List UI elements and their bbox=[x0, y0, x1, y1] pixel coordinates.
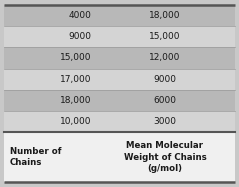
Bar bbox=[4, 111, 235, 132]
Bar bbox=[4, 5, 235, 26]
Text: 18,000: 18,000 bbox=[60, 96, 91, 105]
Bar bbox=[4, 26, 235, 47]
Text: 10,000: 10,000 bbox=[60, 117, 91, 126]
Text: 15,000: 15,000 bbox=[60, 53, 91, 62]
Bar bbox=[4, 47, 235, 68]
Bar bbox=[4, 132, 235, 182]
Bar bbox=[4, 68, 235, 90]
Text: 9000: 9000 bbox=[68, 32, 91, 41]
Text: 9000: 9000 bbox=[153, 75, 176, 84]
Text: 3000: 3000 bbox=[153, 117, 176, 126]
Text: 6000: 6000 bbox=[153, 96, 176, 105]
Text: 15,000: 15,000 bbox=[149, 32, 181, 41]
Text: Number of
Chains: Number of Chains bbox=[10, 147, 61, 167]
Text: 18,000: 18,000 bbox=[149, 11, 181, 20]
Text: 4000: 4000 bbox=[68, 11, 91, 20]
Bar bbox=[4, 90, 235, 111]
Text: 12,000: 12,000 bbox=[149, 53, 181, 62]
Text: 17,000: 17,000 bbox=[60, 75, 91, 84]
Text: Mean Molecular
Weight of Chains
(g/mol): Mean Molecular Weight of Chains (g/mol) bbox=[124, 141, 206, 173]
